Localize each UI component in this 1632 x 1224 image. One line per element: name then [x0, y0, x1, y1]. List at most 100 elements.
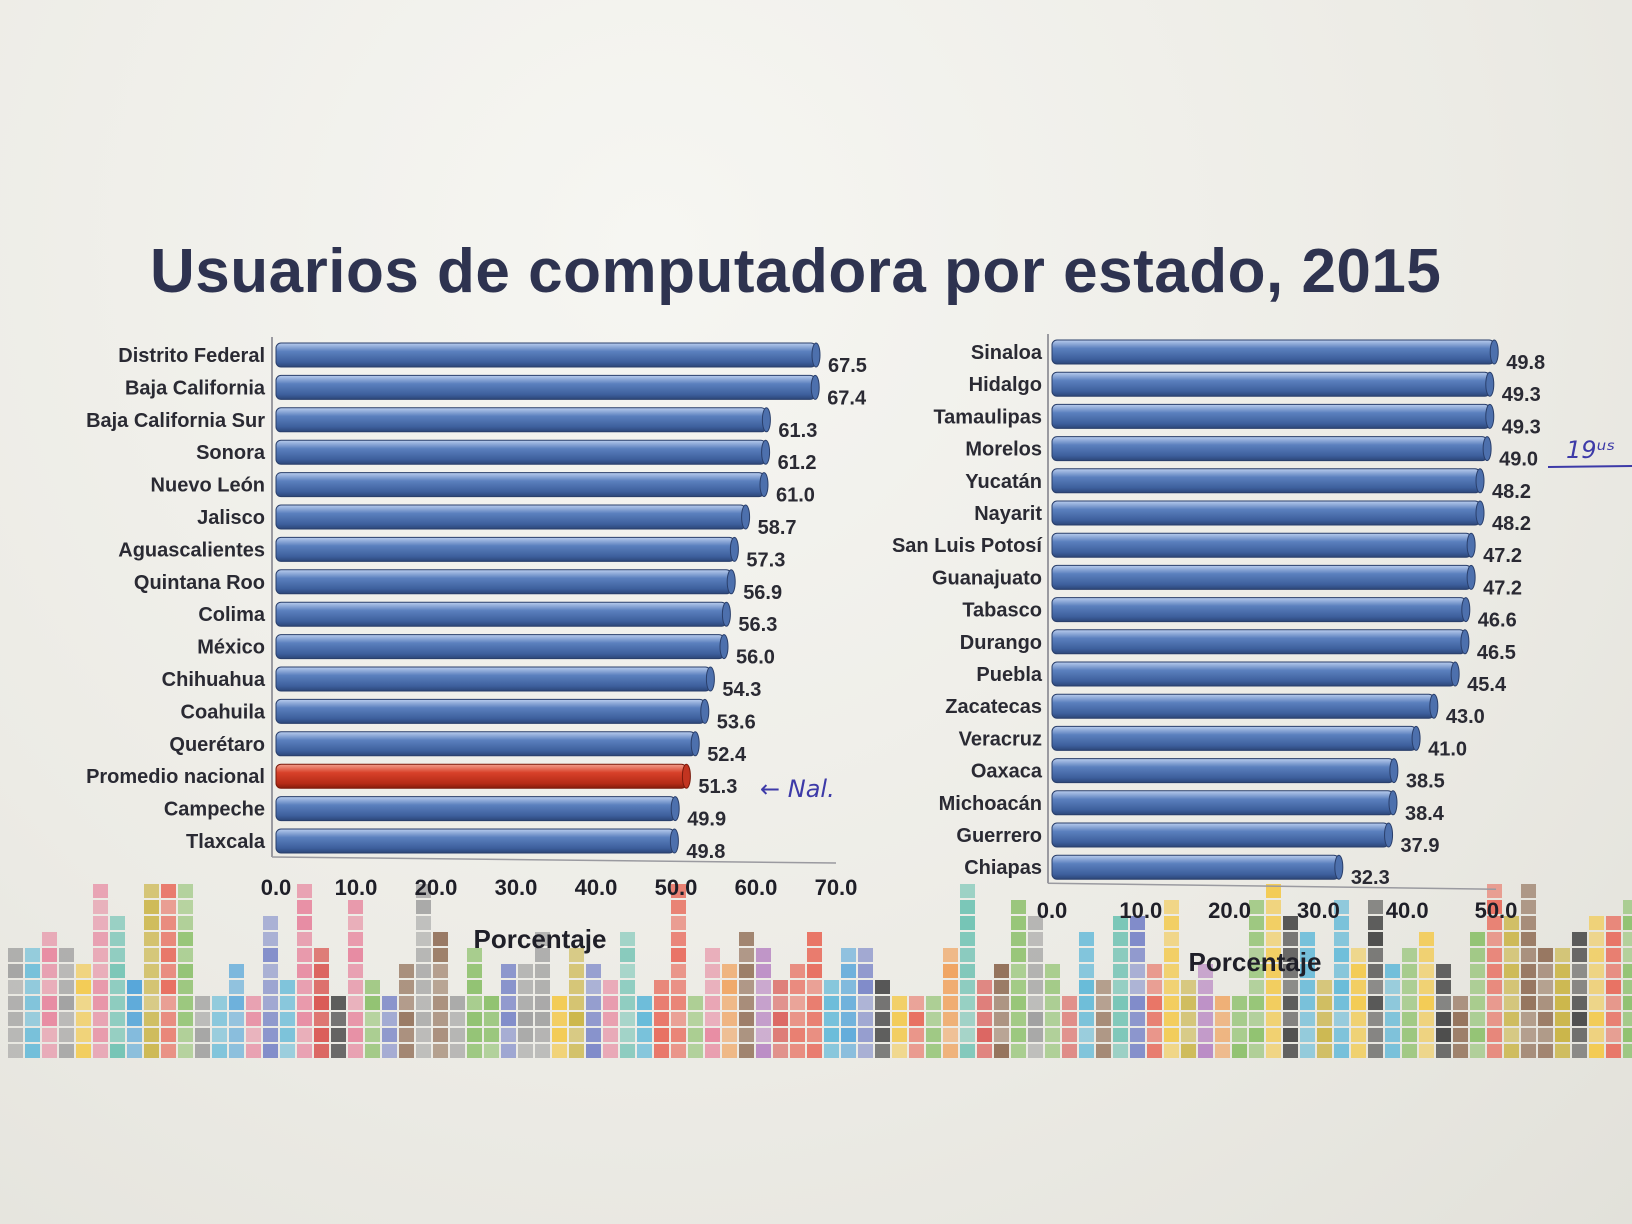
mosaic-cell — [1487, 996, 1502, 1010]
mosaic-cell — [59, 1028, 74, 1042]
bar-cap — [1475, 500, 1485, 526]
mosaic-cell — [467, 1044, 482, 1058]
mosaic-cell — [8, 996, 23, 1010]
mosaic-cell — [467, 1012, 482, 1026]
mosaic-cell — [1538, 964, 1553, 978]
bar-cap — [759, 472, 769, 498]
mosaic-cell — [42, 932, 57, 946]
mosaic-cell — [1215, 1044, 1230, 1058]
mosaic-cell — [926, 1012, 941, 1026]
mosaic-cell — [144, 1012, 159, 1026]
mosaic-cell — [1113, 1044, 1128, 1058]
mosaic-cell — [348, 1044, 363, 1058]
value-label: 61.3 — [778, 420, 817, 442]
mosaic-cell — [1232, 1044, 1247, 1058]
bar-cap — [721, 601, 731, 627]
mosaic-cell — [824, 1044, 839, 1058]
mosaic-cell — [1521, 1012, 1536, 1026]
mosaic-cell — [569, 948, 584, 962]
mosaic-cell — [926, 996, 941, 1010]
mosaic-cell — [433, 1044, 448, 1058]
mosaic-cell — [433, 1028, 448, 1042]
mosaic-cell — [93, 948, 108, 962]
mosaic-cell — [1385, 964, 1400, 978]
mosaic-cell — [450, 1028, 465, 1042]
mosaic-cell — [1606, 1012, 1621, 1026]
mosaic-cell — [926, 1044, 941, 1058]
mosaic-cell — [858, 1012, 873, 1026]
mosaic-cell — [1198, 980, 1213, 994]
bar-chihuahua — [275, 666, 711, 692]
category-label: Coahuila — [181, 701, 266, 723]
mosaic-cell — [858, 996, 873, 1010]
mosaic-cell — [620, 948, 635, 962]
bar-cap — [761, 407, 771, 433]
mosaic-cell — [1368, 964, 1383, 978]
mosaic-cell — [501, 1028, 516, 1042]
mosaic-cell — [1283, 1044, 1298, 1058]
mosaic-cell — [263, 1028, 278, 1042]
mosaic-cell — [1113, 980, 1128, 994]
mosaic-cell — [977, 980, 992, 994]
mosaic-cell — [756, 948, 771, 962]
mosaic-cell — [1028, 964, 1043, 978]
bar-cap — [705, 666, 715, 692]
mosaic-cell — [484, 1012, 499, 1026]
mosaic-cell — [1130, 932, 1145, 946]
category-label: Chihuahua — [162, 669, 266, 691]
bar-san-luis-potos- — [1051, 532, 1472, 558]
mosaic-cell — [858, 1028, 873, 1042]
mosaic-cell — [1317, 1044, 1332, 1058]
mosaic-cell — [59, 996, 74, 1010]
value-label: 61.0 — [776, 485, 815, 507]
mosaic-cell — [1470, 1044, 1485, 1058]
mosaic-cell — [620, 1012, 635, 1026]
mosaic-cell — [1385, 996, 1400, 1010]
mosaic-cell — [1045, 1012, 1060, 1026]
mosaic-cell — [297, 1012, 312, 1026]
mosaic-cell — [688, 1028, 703, 1042]
bar-cap — [811, 342, 821, 368]
mosaic-cell — [1572, 1044, 1587, 1058]
mosaic-cell — [484, 996, 499, 1010]
mosaic-cell — [1419, 980, 1434, 994]
mosaic-cell — [1164, 1044, 1179, 1058]
bar-campeche — [275, 796, 676, 822]
mosaic-cell — [1351, 1044, 1366, 1058]
mosaic-cell — [110, 980, 125, 994]
category-label: Puebla — [976, 664, 1042, 686]
mosaic-cell — [93, 980, 108, 994]
mosaic-cell — [790, 964, 805, 978]
mosaic-cell — [790, 1044, 805, 1058]
mosaic-cell — [620, 980, 635, 994]
mosaic-cell — [212, 1012, 227, 1026]
bar-puebla — [1051, 661, 1456, 687]
mosaic-cell — [1249, 1044, 1264, 1058]
mosaic-cell — [93, 996, 108, 1010]
value-label: 56.3 — [738, 614, 777, 636]
value-label: 37.9 — [1401, 835, 1440, 857]
mosaic-cell — [1164, 996, 1179, 1010]
mosaic-cell — [569, 1044, 584, 1058]
mosaic-cell — [59, 1012, 74, 1026]
mosaic-cell — [161, 980, 176, 994]
mosaic-cell — [348, 980, 363, 994]
mosaic-cell — [739, 1012, 754, 1026]
bar-zacatecas — [1051, 693, 1435, 719]
mosaic-cell — [314, 980, 329, 994]
value-label: 67.5 — [828, 355, 867, 377]
category-label: Tabasco — [962, 600, 1042, 622]
mosaic-cell — [1351, 1012, 1366, 1026]
mosaic-cell — [263, 916, 278, 930]
mosaic-cell — [569, 1012, 584, 1026]
mosaic-cell — [1283, 980, 1298, 994]
mosaic-cell — [824, 996, 839, 1010]
mosaic-cell — [59, 980, 74, 994]
mosaic-cell — [875, 1028, 890, 1042]
mosaic-cell — [841, 1028, 856, 1042]
category-label: Veracruz — [959, 728, 1042, 750]
mosaic-cell — [1623, 964, 1632, 978]
mosaic-cell — [433, 996, 448, 1010]
mosaic-cell — [1606, 996, 1621, 1010]
mosaic-cell — [1079, 980, 1094, 994]
